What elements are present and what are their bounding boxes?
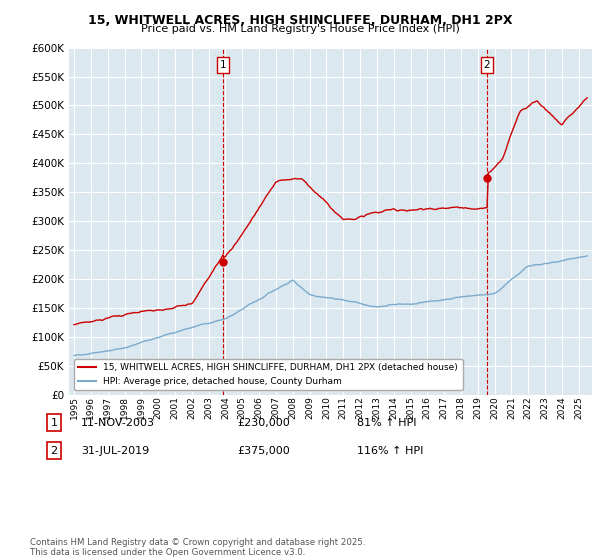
Text: Price paid vs. HM Land Registry's House Price Index (HPI): Price paid vs. HM Land Registry's House … (140, 24, 460, 34)
Text: 31-JUL-2019: 31-JUL-2019 (81, 446, 149, 456)
Text: £230,000: £230,000 (237, 418, 290, 428)
Text: £375,000: £375,000 (237, 446, 290, 456)
Text: 1: 1 (220, 60, 227, 70)
Text: 15, WHITWELL ACRES, HIGH SHINCLIFFE, DURHAM, DH1 2PX: 15, WHITWELL ACRES, HIGH SHINCLIFFE, DUR… (88, 14, 512, 27)
Text: 2: 2 (484, 60, 490, 70)
Text: 11-NOV-2003: 11-NOV-2003 (81, 418, 155, 428)
Text: 1: 1 (50, 418, 58, 428)
Text: Contains HM Land Registry data © Crown copyright and database right 2025.
This d: Contains HM Land Registry data © Crown c… (30, 538, 365, 557)
Legend: 15, WHITWELL ACRES, HIGH SHINCLIFFE, DURHAM, DH1 2PX (detached house), HPI: Aver: 15, WHITWELL ACRES, HIGH SHINCLIFFE, DUR… (74, 359, 463, 390)
Text: 116% ↑ HPI: 116% ↑ HPI (357, 446, 424, 456)
Text: 81% ↑ HPI: 81% ↑ HPI (357, 418, 416, 428)
Text: 2: 2 (50, 446, 58, 456)
